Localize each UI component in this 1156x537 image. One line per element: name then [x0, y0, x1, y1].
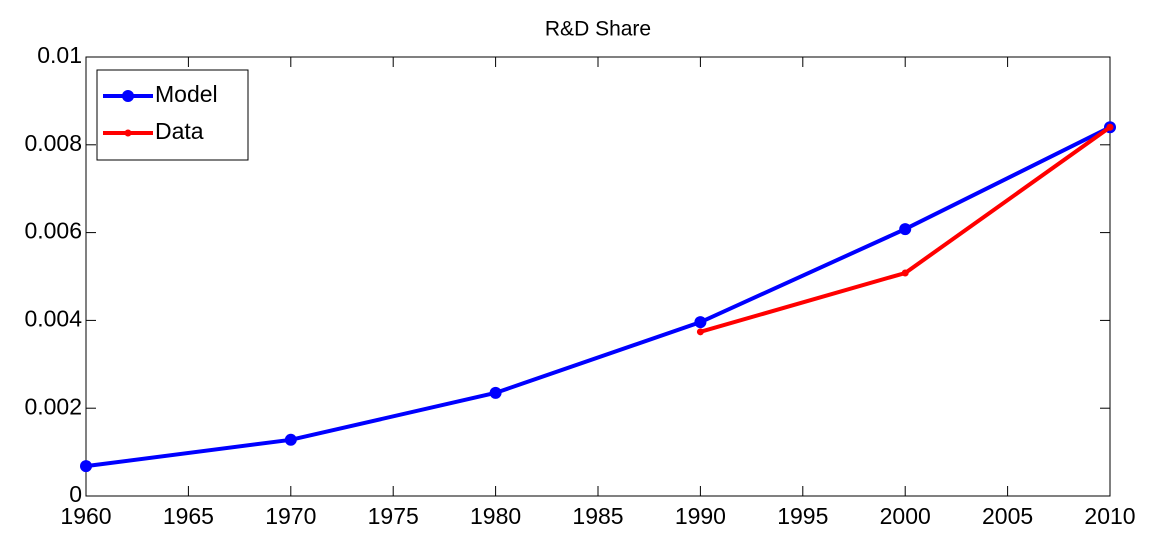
x-tick-label: 1985 — [572, 503, 623, 529]
plot-area — [85, 56, 1111, 497]
legend-marker — [124, 129, 132, 137]
series-line — [85, 125, 1111, 469]
x-tick-label: 2010 — [1084, 503, 1135, 529]
x-tick-label: 1965 — [163, 503, 214, 529]
chart-title: R&D Share — [545, 18, 651, 41]
legend-label: Model — [155, 81, 218, 107]
marker — [694, 316, 707, 329]
marker — [489, 386, 502, 399]
y-tick-label: 0.004 — [24, 305, 82, 331]
legend-label: Data — [155, 118, 204, 144]
y-tick-label: 0.006 — [24, 218, 82, 244]
x-tick-label: 2005 — [982, 503, 1033, 529]
y-tick-label: 0 — [69, 481, 82, 507]
y-tick-label: 0.002 — [24, 393, 82, 419]
marker — [80, 460, 92, 473]
x-tick-label: 1975 — [368, 503, 419, 529]
y-tick-label: 0.008 — [24, 130, 82, 156]
legend — [96, 69, 249, 161]
x-tick-label: 1980 — [470, 503, 521, 529]
marker — [1106, 123, 1114, 131]
x-tick-label: 2000 — [880, 503, 931, 529]
x-tick-label: 1970 — [265, 503, 316, 529]
y-tick-label: 0.01 — [37, 42, 82, 68]
x-tick-label: 1995 — [777, 503, 828, 529]
marker — [899, 223, 912, 236]
x-tick-label: 1960 — [60, 503, 111, 529]
marker — [284, 433, 297, 446]
marker — [696, 328, 704, 336]
x-tick-label: 1990 — [675, 503, 726, 529]
marker — [901, 269, 909, 277]
legend-marker — [122, 90, 134, 102]
